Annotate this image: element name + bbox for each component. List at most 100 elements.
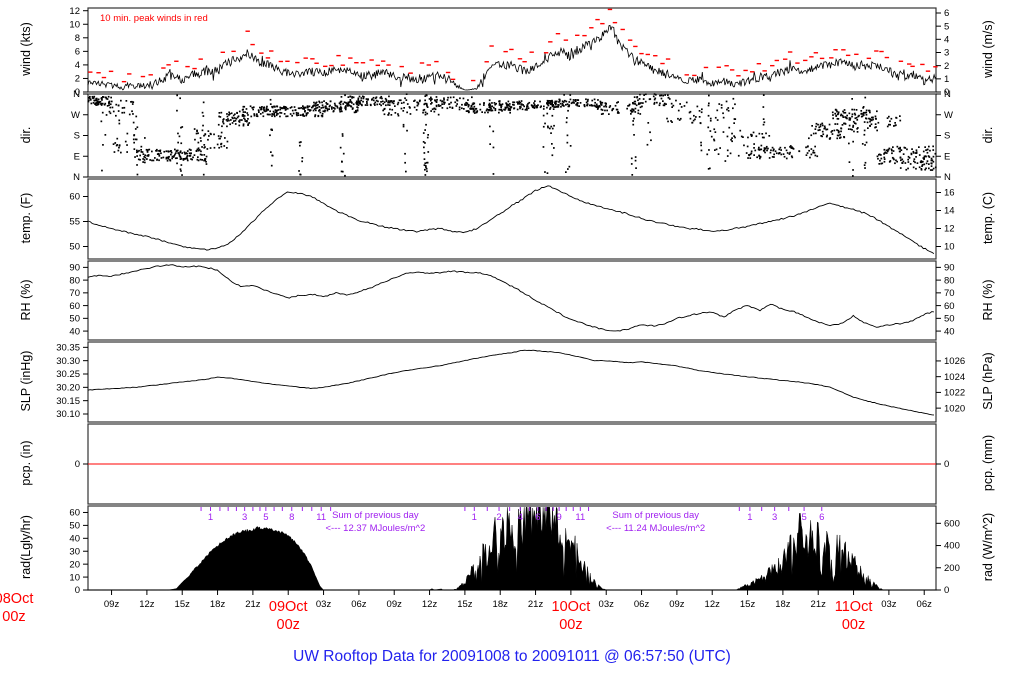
cumulative-rad-label: 8 [289,512,294,523]
ytick-label-rad: 10 [69,572,80,583]
ytick-label-slp: 1026 [944,356,965,367]
figure-title: UW Rooftop Data for 20091008 to 20091011… [293,648,731,665]
ytick-label-wind: 4 [944,34,949,45]
x-tick-label: 03z [599,599,615,610]
cumulative-rad-label: 2 [496,512,501,523]
wind-direction-scatter [87,93,937,177]
rad-sum-note: <--- 12.37 MJoules/m^2 [325,523,425,534]
ytick-label-rh: 40 [69,326,80,337]
peak-wind-marks [88,8,938,83]
date-label: 10Oct [552,599,591,615]
cumulative-rad-label: 1 [208,512,213,523]
ytick-label-rad: 600 [944,519,960,530]
ytick-label-dir: W [944,110,953,121]
ytick-label-rh: 40 [944,326,955,337]
ytick-label-temp: 10 [944,242,955,253]
x-tick-label: 12z [705,599,721,610]
x-tick-label: 21z [528,599,544,610]
ytick-label-dir: S [74,131,80,142]
ytick-label-wind: 2 [944,61,949,72]
x-tick-label: 21z [245,599,261,610]
start-date-line1: 08Oct [0,591,34,607]
ytick-label-dir: E [74,151,80,162]
ytick-label-rad: 20 [69,559,80,570]
cumulative-rad-label: 1 [472,512,477,523]
x-tick-label: 03z [881,599,897,610]
ytick-label-rad: 40 [69,534,80,545]
ylabel-rad-right: rad (W/m^2) [981,512,995,582]
ytick-label-pcp: 0 [944,459,949,470]
ytick-label-wind: 2 [75,74,80,85]
ytick-label-slp: 30.20 [56,383,80,394]
start-date-line2: 00z [2,609,26,625]
ytick-label-dir: N [73,89,80,100]
ytick-label-wind: 5 [944,21,949,32]
ytick-label-temp: 16 [944,188,955,199]
ytick-label-slp: 30.30 [56,356,80,367]
ytick-label-slp: 30.25 [56,369,80,380]
ytick-label-rh: 80 [944,275,955,286]
ytick-label-wind: 6 [944,8,949,19]
ytick-label-dir: E [944,151,950,162]
ytick-label-temp: 12 [944,224,955,235]
ytick-label-dir: N [944,172,951,183]
ytick-label-wind: 4 [75,60,80,71]
rh-trace [87,264,934,332]
cumulative-rad-label: 1 [747,512,752,523]
ytick-label-rh: 90 [69,263,80,274]
rad-sum-note: <--- 11.24 MJoules/m^2 [606,523,705,534]
date-label-z: 00z [842,617,865,633]
ytick-label-slp: 30.35 [56,343,80,354]
ytick-label-wind: 0 [75,87,80,98]
ytick-label-wind: 6 [75,47,80,58]
cumulative-rad-label: 6 [535,512,540,523]
cumulative-rad-label: 3 [772,512,777,523]
ytick-label-wind: 8 [75,33,80,44]
ytick-label-wind: 12 [69,6,80,17]
x-tick-label: 12z [139,599,155,610]
ytick-label-dir: W [71,110,80,121]
x-tick-label: 15z [457,599,473,610]
cumulative-rad-ticks-day1: 1 3 5 8 11 [200,507,332,523]
x-tick-label: 06z [351,599,367,610]
ytick-label-dir: S [944,131,950,142]
ytick-label-rad: 200 [944,563,960,574]
x-tick-label: 06z [917,599,933,610]
date-label: 09Oct [269,599,308,615]
ytick-label-rad: 0 [944,585,949,596]
x-tick-label: 09z [104,599,120,610]
x-tick-label: 09z [387,599,403,610]
ytick-label-rh: 50 [69,314,80,325]
x-tick-label: 09z [669,599,685,610]
cumulative-rad-ticks-day2: 1 2 4 6 9 11 [464,507,590,523]
cumulative-rad-label: 6 [819,512,824,523]
cumulative-rad-label: 4 [518,512,523,523]
ytick-label-temp: 60 [69,192,80,203]
slp-trace [87,349,934,416]
ytick-label-dir: N [73,172,80,183]
x-tick-label: 15z [175,599,191,610]
cumulative-rad-label: 5 [263,512,268,523]
ytick-label-slp: 1020 [944,403,965,414]
ytick-label-rh: 80 [69,275,80,286]
ytick-label-wind: 3 [944,48,949,59]
date-label-z: 00z [559,617,582,633]
x-axis: 09z 12z 15z 18z 21z 03z 06z 09z 12z 15z 18z 21z 03z 0… [104,590,932,633]
solar-radiation-area [88,506,936,591]
ytick-label-slp: 30.10 [56,409,80,420]
cumulative-rad-label: 11 [575,512,585,523]
ytick-label-wind: 10 [69,19,80,30]
x-tick-label: 12z [422,599,438,610]
panel-temp: 50 55 60 10 12 14 16 [69,178,955,260]
cumulative-rad-ticks-day3: 1 3 5 6 [738,507,824,523]
ytick-label-rad: 50 [69,521,80,532]
ytick-label-dir: N [944,89,951,100]
cumulative-rad-label: 11 [316,512,326,523]
panel-slp: 30.10 30.15 30.20 30.25 30.30 30.35 1020 1022 10… [56,341,965,423]
ytick-label-rad: 60 [69,508,80,519]
rad-sum-note: Sum of previous day [612,510,699,521]
